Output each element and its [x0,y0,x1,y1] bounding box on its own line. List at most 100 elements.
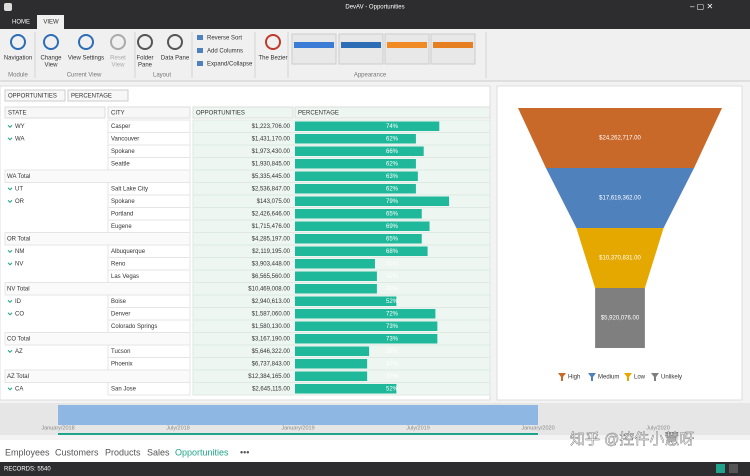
opportunity-value: $6,737,843.00 [252,361,291,367]
funnel-segment[interactable] [576,228,664,288]
theme-swatch[interactable] [291,33,337,65]
expand-toggle[interactable] [7,249,13,253]
column-header-label[interactable]: STATE [8,111,26,117]
view-button[interactable] [716,464,725,473]
opportunity-value: $2,426,646.00 [252,211,291,217]
timeline-label: January/2019 [281,425,314,431]
opportunity-value: $1,930,845.00 [252,161,291,167]
column-header[interactable] [107,106,191,119]
row-total-label: OR Total [7,236,30,242]
row-state-label: WA [15,136,24,142]
nav-item[interactable]: Products [105,447,141,457]
percentage-label: 72% [386,311,399,317]
total-cell [4,332,191,346]
row-state-label: NM [15,249,24,255]
nav-item[interactable]: Customers [55,447,99,457]
theme-swatch[interactable] [338,33,384,65]
funnel-segment[interactable] [518,108,722,168]
field-button[interactable] [67,89,129,102]
expand-toggle[interactable] [7,349,13,353]
expand-toggle[interactable] [7,299,13,303]
ribbon-tab[interactable]: VIEW [43,20,59,26]
expand-toggle[interactable] [7,124,13,128]
ribbon-button-label[interactable]: Reset [110,56,126,62]
nav-item[interactable]: Employees [5,447,50,457]
column-header-label[interactable]: CITY [111,111,125,117]
window-controls[interactable]: – ▢ ✕ [690,2,713,11]
legend-label[interactable]: Low [634,375,646,381]
ribbon-button-label[interactable]: Pane [138,63,153,69]
ribbon-button-label[interactable]: Change [40,56,62,62]
theme-swatch-band [294,42,334,48]
nav-item[interactable]: Sales [147,447,170,457]
opportunity-value: $3,167,190.00 [252,336,291,342]
funnel-segment[interactable] [545,168,695,228]
expand-toggle[interactable] [7,187,13,191]
row-state-label: CO [15,311,24,317]
ribbon-group-label: Module [8,73,28,79]
field-button-label[interactable]: OPPORTUNITIES [8,94,57,100]
column-header[interactable] [192,106,294,119]
percentage-label: 62% [386,136,399,142]
small-icon [197,61,203,66]
ribbon-button-label[interactable]: Data Pane [161,56,190,62]
percentage-label: 52% [386,299,399,305]
view-button[interactable] [729,464,738,473]
row-city-label: Boise [111,299,127,305]
theme-swatch[interactable] [430,33,476,65]
ribbon-button-label[interactable]: Navigation [4,56,32,62]
percentage-bar [295,134,416,144]
column-header-label[interactable]: OPPORTUNITIES [196,111,245,117]
legend-label[interactable]: Medium [598,375,619,381]
percentage-bar [295,271,377,281]
ribbon-button-label[interactable]: View Settings [68,56,104,62]
ribbon-button-label[interactable]: The Bezier [258,56,287,62]
ribbon-small-button[interactable]: Add Columns [207,49,243,55]
ribbon-group-label: Current View [67,73,102,79]
percentage-label: 42% [386,274,399,280]
ribbon-small-button[interactable]: Expand/Collapse [207,62,253,68]
legend-label[interactable]: High [568,375,580,381]
column-header[interactable] [4,106,106,119]
timeline-label: July/2019 [406,425,430,431]
timeline-range[interactable] [58,405,538,425]
timeline-label: January/2018 [41,425,74,431]
expand-toggle[interactable] [7,199,13,203]
field-button-label[interactable]: PERCENTAGE [71,94,112,100]
opportunity-value: $3,903,448.00 [252,261,291,267]
nav-item[interactable]: Opportunities [175,447,229,457]
expand-toggle[interactable] [7,262,13,266]
ribbon-button-label[interactable]: Folder [136,56,153,62]
funnel-value-label: $17,619,362.00 [599,196,641,202]
ribbon-small-button[interactable]: Reverse Sort [207,36,242,42]
percentage-bar [295,209,422,219]
percentage-bar [295,309,436,319]
field-button[interactable] [4,89,66,102]
nav-item[interactable]: ••• [240,447,249,457]
timeline-selection-bar [58,433,538,435]
percentage-label: 66% [386,149,399,155]
theme-swatch[interactable] [384,33,430,65]
opportunity-value: $2,645,115.00 [252,386,291,392]
ribbon-tab[interactable]: HOME [12,20,30,26]
legend-label[interactable]: Unlikely [661,375,682,381]
percentage-label: 42% [386,286,399,292]
legend-marker [624,373,632,381]
column-header[interactable] [294,106,491,119]
percentage-label: 41% [386,261,399,267]
row-city-label: Albuquerque [111,249,146,255]
funnel-segment[interactable] [595,288,645,348]
expand-toggle[interactable] [7,137,13,141]
column-header-label[interactable]: PERCENTAGE [298,111,339,117]
ribbon-button-label[interactable]: View [45,63,59,69]
ribbon-icon [78,34,94,50]
total-cell [4,369,191,383]
opportunity-value: $1,431,170.00 [252,136,291,142]
expand-toggle[interactable] [7,312,13,316]
percentage-bar [295,246,428,256]
percentage-bar [295,334,438,344]
ribbon-button-label[interactable]: View [112,63,126,69]
row-total-label: NV Total [7,286,30,292]
expand-toggle[interactable] [7,387,13,391]
total-cell [4,282,191,296]
